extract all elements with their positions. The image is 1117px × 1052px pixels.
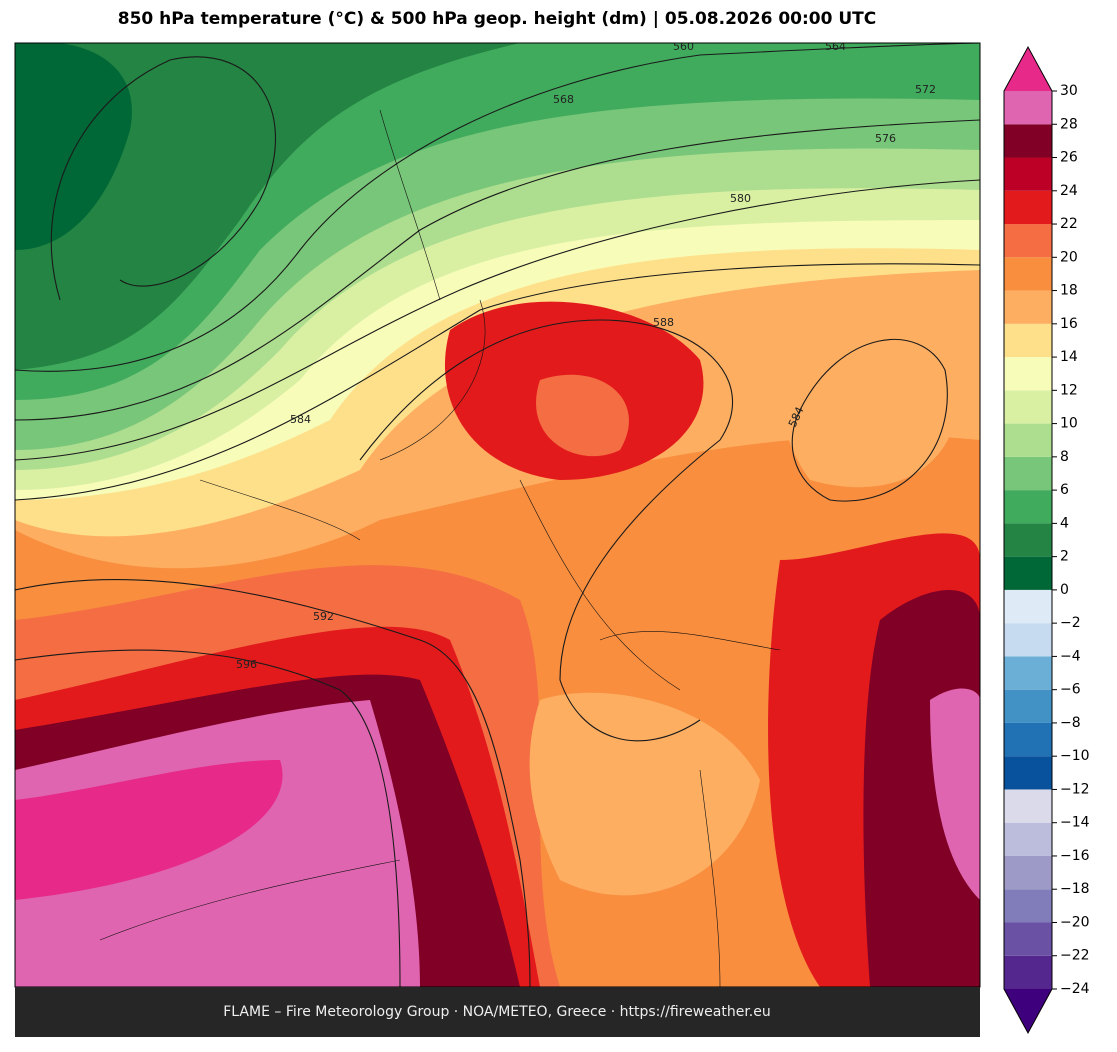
colorbar-tick-label: 4 — [1060, 515, 1069, 531]
colorbar-tick-label: 14 — [1060, 349, 1078, 365]
colorbar-segment — [1004, 589, 1052, 624]
contour-label: 568 — [553, 93, 574, 106]
contour-label: 596 — [236, 658, 257, 671]
contour-584-east — [791, 339, 948, 502]
country-borders — [99, 109, 781, 987]
colorbar-tick-label: 22 — [1060, 216, 1078, 232]
colorbar-segment — [1004, 290, 1052, 324]
colorbar-tick-label: −12 — [1060, 781, 1090, 797]
colorbar-tick-label: 30 — [1060, 83, 1078, 99]
contour-596 — [15, 649, 401, 987]
colorbar-segment — [1004, 922, 1052, 956]
map-title: 850 hPa temperature (°C) & 500 hPa geop.… — [118, 9, 877, 29]
contour-588 — [359, 319, 733, 742]
colorbar-tick-label: −10 — [1060, 748, 1090, 764]
field-16-east — [779, 324, 960, 488]
colorbar-tick-label: 10 — [1060, 416, 1078, 432]
colorbar-segment — [1004, 822, 1052, 856]
contour-label: 588 — [653, 316, 674, 329]
colorbar-segment — [1004, 157, 1052, 191]
field-30-south — [15, 760, 283, 900]
colorbar-segment — [1004, 789, 1052, 823]
colorbar-segment — [1004, 722, 1052, 757]
colorbar: −24−22−20−18−16−14−12−10−8−6−4−202468101… — [1003, 45, 1090, 1035]
field-2 — [15, 43, 520, 370]
colorbar-tick-label: −4 — [1060, 648, 1081, 664]
colorbar-segment — [1004, 357, 1052, 391]
colorbar-segment — [1004, 523, 1052, 557]
colorbar-tick-label: 0 — [1060, 582, 1069, 598]
colorbar-segment — [1004, 91, 1052, 125]
colorbar-tick-label: 26 — [1060, 150, 1078, 166]
colorbar-segment — [1004, 190, 1052, 225]
colorbar-tick-label: 28 — [1060, 116, 1078, 132]
colorbar-segment — [1004, 456, 1052, 491]
contour-label: 560 — [673, 40, 694, 53]
colorbar-tick-label: 6 — [1060, 482, 1069, 498]
contour-580 — [15, 179, 980, 461]
footer-credit: FLAME – Fire Meteorology Group · NOA/MET… — [223, 1004, 771, 1020]
colorbar-tick-label: −14 — [1060, 815, 1090, 831]
colorbar-over — [1004, 47, 1052, 91]
colorbar-tick-label: −18 — [1060, 881, 1090, 897]
colorbar-tick-label: −2 — [1060, 615, 1081, 631]
colorbar-segment — [1004, 556, 1052, 590]
colorbar-segment — [1004, 623, 1052, 657]
colorbar-tick-label: −24 — [1060, 981, 1090, 997]
colorbar-tick-label: 18 — [1060, 283, 1078, 299]
colorbar-segment — [1004, 889, 1052, 923]
colorbar-tick-label: −6 — [1060, 682, 1081, 698]
colorbar-segment — [1004, 955, 1052, 989]
field-26-east — [863, 590, 980, 987]
contour-label: 580 — [730, 192, 751, 205]
contour-label: 592 — [313, 610, 334, 623]
contour-label: 584 — [290, 413, 311, 426]
colorbar-segment — [1004, 390, 1052, 424]
contour-592 — [15, 578, 531, 987]
contour-576 — [15, 119, 980, 421]
colorbar-tick-label: 2 — [1060, 549, 1069, 565]
contour-560 — [50, 56, 276, 301]
colorbar-segment — [1004, 423, 1052, 457]
colorbar-tick-label: 16 — [1060, 316, 1078, 332]
colorbar-tick-label: 24 — [1060, 183, 1078, 199]
field-20-core — [536, 374, 629, 457]
field-0 — [15, 43, 132, 250]
colorbar-segment — [1004, 224, 1052, 258]
contour-584 — [15, 263, 980, 501]
colorbar-segment — [1004, 490, 1052, 524]
colorbar-segment — [1004, 855, 1052, 890]
footer-band — [15, 987, 980, 1037]
field-28-east — [930, 688, 980, 900]
colorbar-tick-label: −16 — [1060, 848, 1090, 864]
colorbar-segment — [1004, 656, 1052, 690]
field-16-africa — [529, 692, 760, 896]
contour-label: 564 — [825, 40, 846, 53]
temperature-field: 560 564 568 572 576 580 584 588 592 596 … — [15, 40, 980, 987]
colorbar-tick-label: −22 — [1060, 948, 1090, 964]
colorbar-segment — [1004, 323, 1052, 358]
colorbar-segment — [1004, 124, 1052, 158]
colorbar-tick-label: 20 — [1060, 249, 1078, 265]
contour-label: 576 — [875, 132, 896, 145]
colorbar-tick-label: −20 — [1060, 914, 1090, 930]
colorbar-segment — [1004, 756, 1052, 790]
contour-label: 572 — [915, 83, 936, 96]
colorbar-tick-label: −8 — [1060, 715, 1081, 731]
colorbar-segment — [1004, 257, 1052, 291]
colorbar-under — [1004, 989, 1052, 1033]
contour-568 — [15, 43, 980, 372]
colorbar-segment — [1004, 689, 1052, 723]
colorbar-tick-label: 8 — [1060, 449, 1069, 465]
colorbar-tick-label: 12 — [1060, 382, 1078, 398]
